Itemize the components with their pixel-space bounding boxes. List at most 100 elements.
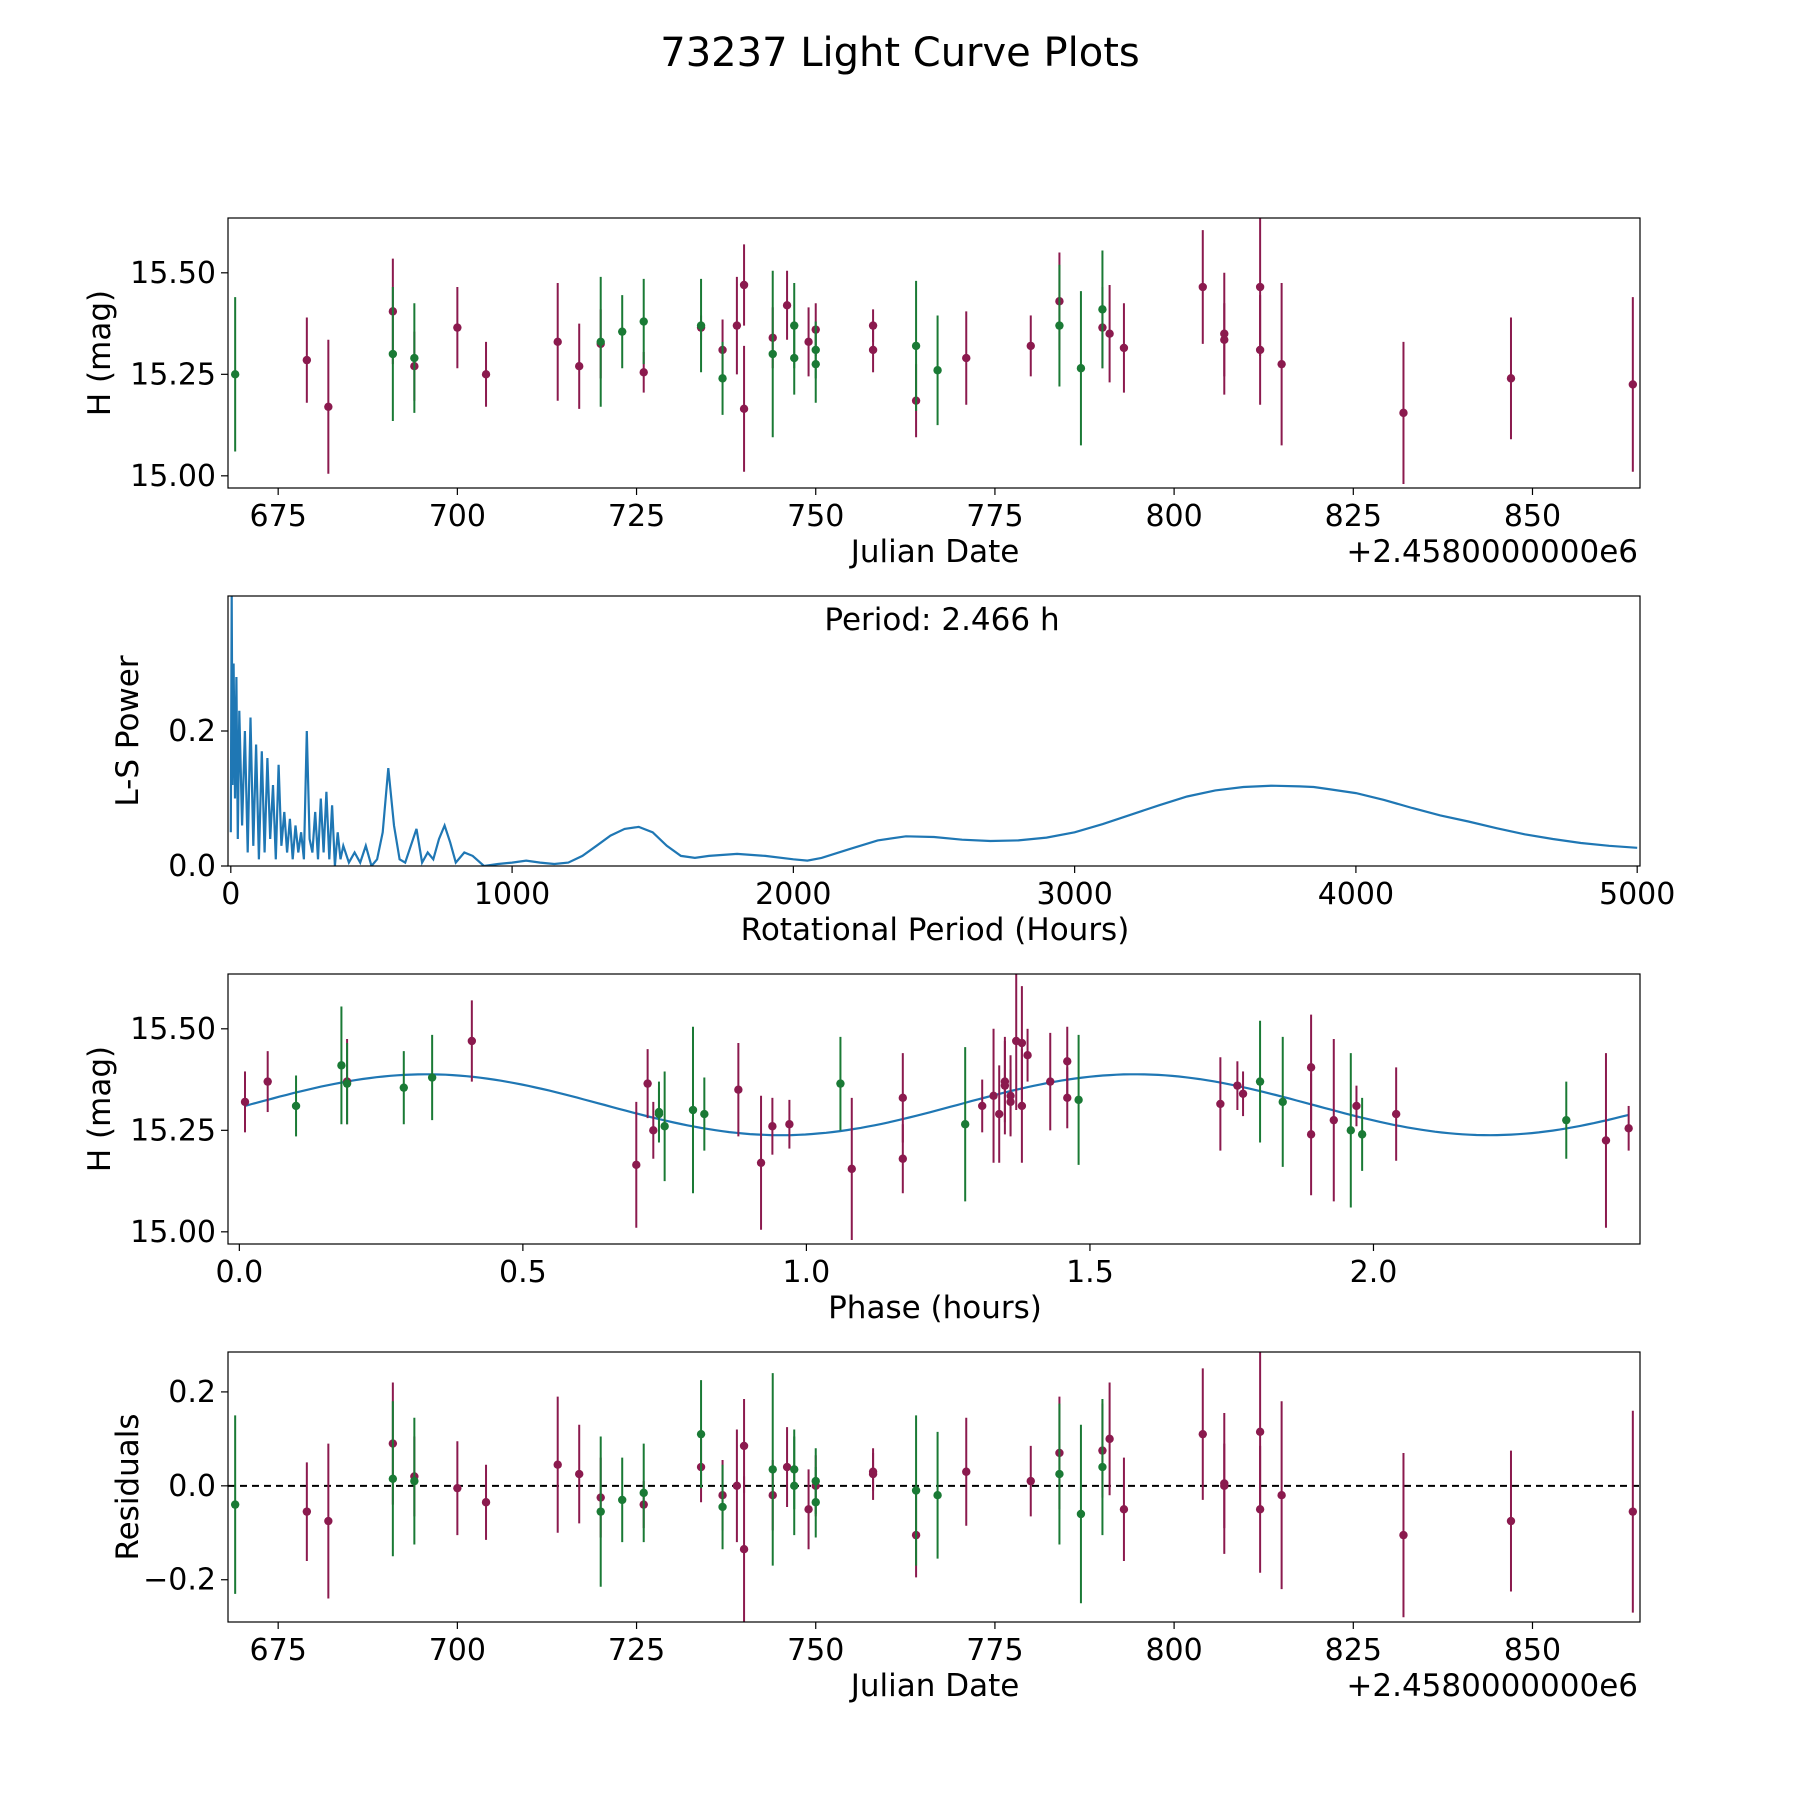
data-marker — [739, 1545, 749, 1554]
data-marker — [1238, 1089, 1248, 1098]
y-tick-label: 0.0 — [168, 849, 216, 884]
data-marker — [1601, 1136, 1611, 1145]
data-marker — [240, 1097, 250, 1107]
data-marker — [291, 1101, 301, 1111]
y-axis-label: L-S Power — [110, 655, 146, 806]
data-marker — [739, 280, 749, 290]
data-marker — [1098, 1462, 1107, 1472]
magenta-point — [804, 307, 813, 377]
green-point — [618, 295, 627, 369]
data-marker — [263, 1077, 272, 1086]
data-marker — [1399, 408, 1408, 418]
x-tick-label: 675 — [250, 1633, 307, 1668]
data-marker — [1277, 359, 1286, 369]
data-marker — [696, 321, 706, 330]
data-marker — [696, 1429, 706, 1439]
green-point — [688, 1026, 698, 1194]
x-tick-label: 4000 — [1318, 877, 1394, 912]
magenta-point — [1624, 1105, 1633, 1151]
green-point — [1357, 1097, 1367, 1171]
green-point — [696, 278, 706, 373]
magenta-point — [1506, 1450, 1516, 1592]
magenta-point — [1046, 1032, 1055, 1131]
magenta-point — [782, 1427, 792, 1507]
magenta-point — [739, 244, 749, 326]
data-marker — [790, 1481, 799, 1491]
magenta-point — [989, 1028, 998, 1163]
data-marker — [639, 1488, 648, 1498]
green-point — [388, 287, 398, 422]
data-marker — [481, 370, 491, 379]
green-point — [1098, 250, 1107, 369]
y-tick-label: 0.2 — [168, 1375, 216, 1410]
magenta-point — [1306, 1073, 1316, 1196]
x-tick-label: 850 — [1504, 1633, 1561, 1668]
data-marker — [427, 1073, 437, 1082]
green-point — [596, 276, 605, 407]
data-marker — [811, 359, 820, 369]
magenta-point — [785, 1099, 794, 1149]
data-marker — [718, 374, 727, 383]
magenta-point — [649, 1101, 658, 1159]
data-marker — [768, 1465, 777, 1474]
data-marker — [1306, 1130, 1316, 1139]
y-axis-label: H (mag) — [82, 1046, 118, 1172]
data-marker — [804, 337, 813, 347]
panel-1: 675 700 725 750 775 800 825 850 15.00 15.25 15.50 J… — [82, 217, 1641, 570]
data-marker — [868, 321, 878, 330]
magenta-point — [1506, 317, 1516, 440]
y-tick-label: 15.25 — [130, 1113, 216, 1148]
magenta-point — [962, 311, 971, 405]
magenta-point — [1238, 1071, 1248, 1117]
magenta-point — [1026, 1445, 1035, 1517]
green-point — [660, 1071, 669, 1182]
magenta-point — [1628, 297, 1638, 472]
y-tick-label: 0.2 — [168, 714, 216, 749]
data-marker — [1352, 1101, 1361, 1111]
magenta-point — [1329, 1038, 1338, 1202]
x-axis-label: Julian Date — [849, 534, 1020, 570]
data-marker — [1076, 1509, 1086, 1519]
green-point — [1076, 1424, 1086, 1604]
data-marker — [1026, 1476, 1035, 1486]
green-point — [811, 325, 820, 403]
data-marker — [933, 1491, 942, 1500]
x-tick-label: 825 — [1325, 1633, 1382, 1668]
green-point — [700, 1077, 709, 1151]
data-marker — [1017, 1038, 1027, 1048]
green-point — [410, 303, 419, 413]
magenta-point — [868, 327, 878, 373]
magenta-point — [1352, 1085, 1361, 1127]
y-tick-label: −0.2 — [143, 1563, 216, 1598]
data-marker — [989, 1091, 998, 1101]
data-marker — [782, 301, 792, 310]
green-point — [337, 1006, 346, 1125]
data-marker — [643, 1079, 652, 1088]
magenta-point — [1119, 303, 1129, 393]
data-marker — [1026, 341, 1035, 351]
data-marker — [553, 1460, 562, 1469]
green-point — [811, 1467, 820, 1538]
data-marker — [324, 402, 333, 411]
x-tick-label: 850 — [1504, 499, 1561, 534]
magenta-point — [739, 345, 749, 472]
data-marker — [649, 1126, 658, 1135]
axes-frame — [227, 973, 1641, 1245]
data-marker — [1628, 1507, 1638, 1516]
y-tick-label: 15.00 — [130, 459, 216, 494]
data-marker — [481, 1498, 491, 1507]
data-marker — [756, 1158, 766, 1167]
data-marker — [1329, 1115, 1338, 1125]
green-point — [911, 280, 921, 411]
x-tick-label: 1.0 — [783, 1255, 831, 1290]
x-offset-label: +2.4580000000e6 — [1346, 1668, 1638, 1704]
magenta-point — [302, 1462, 312, 1561]
data-marker — [632, 1160, 641, 1170]
green-point — [1278, 1036, 1287, 1167]
magenta-point — [1255, 1445, 1265, 1573]
green-point — [718, 341, 727, 415]
magenta-point — [1063, 1067, 1072, 1129]
y-tick-label: 15.00 — [130, 1215, 216, 1250]
green-point — [1255, 1020, 1265, 1143]
data-marker — [1233, 1081, 1242, 1090]
